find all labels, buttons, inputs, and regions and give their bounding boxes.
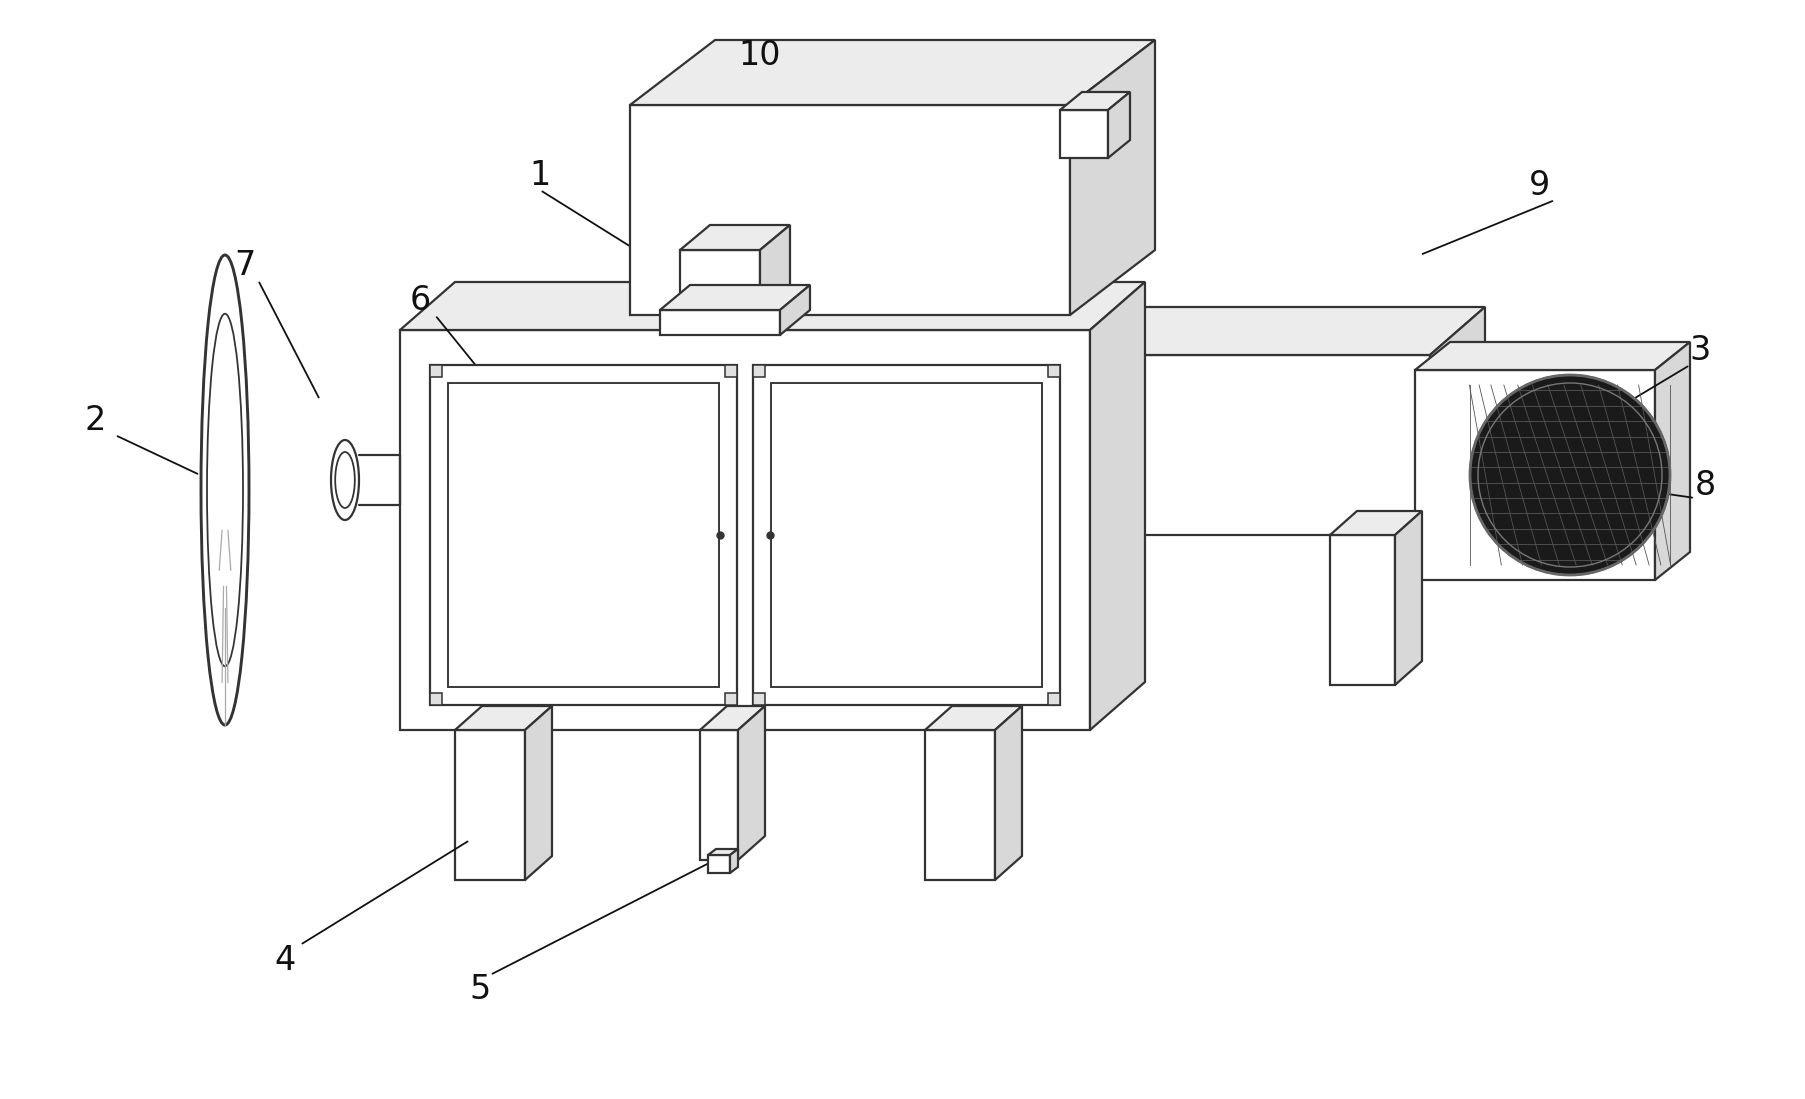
Text: 7: 7: [235, 248, 256, 281]
Text: 4: 4: [274, 944, 296, 977]
Polygon shape: [708, 850, 738, 855]
Text: 6: 6: [410, 284, 430, 317]
Polygon shape: [1430, 307, 1484, 535]
Polygon shape: [430, 365, 442, 377]
Polygon shape: [700, 706, 765, 730]
Polygon shape: [1047, 365, 1060, 377]
Text: 2: 2: [85, 403, 106, 436]
Polygon shape: [1060, 92, 1130, 110]
Polygon shape: [455, 706, 552, 730]
Polygon shape: [738, 706, 765, 861]
Polygon shape: [1047, 693, 1060, 704]
Circle shape: [1469, 375, 1670, 575]
Polygon shape: [1069, 40, 1155, 315]
Ellipse shape: [208, 313, 244, 666]
Polygon shape: [924, 730, 995, 880]
Polygon shape: [753, 365, 765, 377]
Text: 9: 9: [1529, 168, 1550, 201]
Polygon shape: [399, 282, 1144, 330]
Polygon shape: [1653, 342, 1689, 580]
Text: 5: 5: [469, 974, 491, 1007]
Polygon shape: [659, 285, 810, 310]
Polygon shape: [771, 382, 1041, 687]
Polygon shape: [760, 225, 789, 330]
Text: 1: 1: [529, 158, 551, 191]
Polygon shape: [1328, 535, 1393, 685]
Polygon shape: [753, 365, 1060, 704]
Polygon shape: [430, 365, 736, 704]
Polygon shape: [680, 225, 789, 249]
Polygon shape: [1413, 342, 1689, 370]
Polygon shape: [680, 249, 760, 330]
Text: 3: 3: [1688, 333, 1709, 366]
Polygon shape: [455, 730, 525, 880]
Text: 10: 10: [738, 38, 782, 71]
Polygon shape: [525, 706, 552, 880]
Polygon shape: [753, 693, 765, 704]
Polygon shape: [1413, 370, 1653, 580]
Polygon shape: [659, 310, 780, 335]
Polygon shape: [995, 706, 1022, 880]
Polygon shape: [724, 693, 736, 704]
Polygon shape: [1074, 355, 1430, 535]
Polygon shape: [700, 730, 738, 861]
Polygon shape: [724, 365, 736, 377]
Text: 8: 8: [1693, 468, 1715, 501]
Polygon shape: [630, 106, 1069, 315]
Polygon shape: [924, 706, 1022, 730]
Polygon shape: [729, 850, 738, 873]
Polygon shape: [1074, 307, 1484, 355]
Polygon shape: [708, 855, 729, 873]
Ellipse shape: [336, 452, 354, 508]
Polygon shape: [1328, 511, 1421, 535]
Polygon shape: [1393, 511, 1421, 685]
Polygon shape: [1108, 92, 1130, 158]
Polygon shape: [448, 382, 718, 687]
Polygon shape: [630, 40, 1155, 106]
Polygon shape: [430, 693, 442, 704]
Polygon shape: [1090, 282, 1144, 730]
Polygon shape: [780, 285, 810, 335]
Ellipse shape: [330, 440, 359, 520]
Polygon shape: [399, 330, 1090, 730]
Polygon shape: [1060, 110, 1108, 158]
